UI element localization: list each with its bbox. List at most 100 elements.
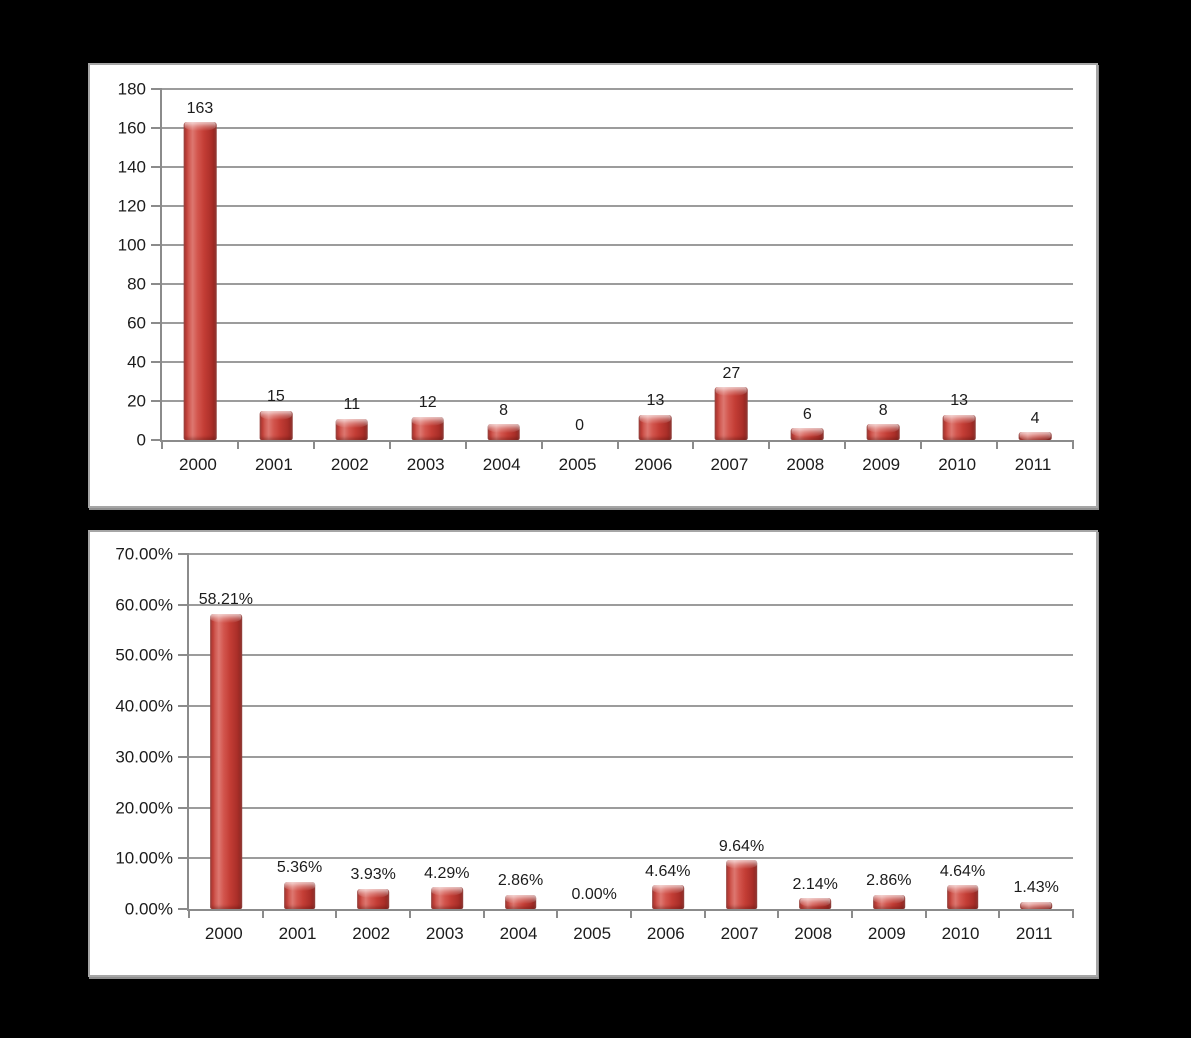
- x-axis-category-label: 2011: [1015, 924, 1053, 943]
- x-axis-tick: [556, 909, 559, 918]
- bar-2004: [487, 424, 520, 440]
- x-axis-tick: [335, 909, 338, 918]
- gridline: [189, 654, 1073, 657]
- x-axis-tick: [616, 440, 619, 449]
- x-axis-category-label: 2001: [278, 924, 317, 943]
- x-axis-category-label: 2008: [794, 924, 833, 943]
- data-label-2008: 2.14%: [792, 875, 838, 893]
- x-axis-tick: [1072, 440, 1074, 449]
- plot-area: 58.21% 5.36% 3.93% 4.29% 2.86% 0.00% 4.64% 9.64…: [178, 553, 1074, 918]
- x-axis-tick: [777, 909, 780, 918]
- data-label-2005: 0.00%: [571, 886, 617, 904]
- y-axis-tick: [178, 857, 189, 860]
- bar-2007: [715, 387, 748, 440]
- x-axis-category-label: 2006: [646, 924, 685, 943]
- bar-2002: [335, 418, 369, 440]
- gridline: [162, 244, 1073, 246]
- x-axis-tick: [312, 440, 315, 449]
- data-label-2000: 163: [186, 99, 214, 117]
- x-axis-tick: [464, 440, 467, 449]
- bar-2006: [651, 885, 684, 909]
- y-axis-tick-label: 60: [127, 313, 146, 333]
- x-axis-tick: [482, 909, 485, 918]
- x-axis-category-label: 2011: [1014, 455, 1052, 474]
- gridline: [189, 857, 1073, 860]
- x-axis-tick: [261, 909, 264, 918]
- y-axis-tick: [178, 603, 189, 606]
- x-axis-tick: [924, 909, 927, 918]
- y-axis-tick-label: 40: [127, 352, 146, 372]
- gridline: [162, 88, 1073, 90]
- x-axis-tick-labels: 2000 2001 2002 2003 2004 2005 2006 2007 2008 2009…: [160, 455, 1071, 477]
- x-axis-tick: [920, 440, 923, 449]
- y-axis-tick-label: 10.00%: [115, 848, 173, 868]
- x-axis-tick: [851, 909, 853, 918]
- data-label-2011: 1.43%: [1013, 879, 1059, 897]
- x-axis-category-label: 2005: [573, 924, 612, 943]
- y-axis-tick-label: 60.00%: [115, 595, 173, 615]
- plot-area: 163 15 11 12 8 0 13 27 6 8 13 4: [151, 88, 1074, 449]
- x-axis-category-label: 2004: [499, 924, 538, 943]
- x-axis-category-label: 2009: [867, 924, 906, 943]
- x-axis-tick: [236, 440, 239, 449]
- x-axis-category-label: 2006: [634, 455, 673, 474]
- data-label-2006: 4.64%: [645, 862, 691, 880]
- gridline: [162, 322, 1073, 325]
- x-axis-category-label: 2002: [352, 924, 391, 943]
- bar-2011: [1018, 432, 1052, 440]
- bar-2001: [259, 410, 293, 440]
- x-axis-tick: [998, 909, 1001, 918]
- y-axis-tick-label: 180: [117, 79, 146, 99]
- x-axis-category-label: 2002: [330, 455, 369, 474]
- data-label-2001: 5.36%: [276, 859, 323, 877]
- bar-2009: [866, 424, 900, 440]
- y-axis-tick: [151, 361, 162, 364]
- x-axis-category-label: 2010: [941, 924, 980, 943]
- data-label-2011: 4: [1030, 409, 1040, 427]
- y-axis-tick: [151, 439, 162, 441]
- data-label-2007: 27: [722, 364, 741, 382]
- x-axis-tick: [768, 440, 771, 449]
- y-axis-tick-label: 20: [127, 391, 146, 411]
- bar-2008: [790, 428, 824, 440]
- data-label-2000: 58.21%: [198, 591, 253, 609]
- data-label-2002: 3.93%: [350, 866, 396, 884]
- data-label-2005: 0: [575, 417, 584, 435]
- data-label-2003: 4.29%: [424, 864, 470, 882]
- x-axis-category-label: 2010: [938, 455, 977, 474]
- gridline: [189, 755, 1073, 758]
- data-label-2010: 13: [950, 392, 969, 410]
- bar-2007: [725, 860, 758, 909]
- y-axis-tick-label: 50.00%: [115, 645, 173, 665]
- y-axis-tick: [178, 553, 189, 555]
- y-axis-tick: [178, 908, 189, 910]
- gridline: [189, 705, 1073, 708]
- y-axis-tick: [151, 283, 162, 286]
- bar-2006: [639, 414, 672, 440]
- bar-2000: [209, 613, 242, 909]
- x-axis-tick: [1072, 909, 1074, 918]
- bar-2004: [504, 894, 537, 909]
- bar-2000: [183, 122, 217, 440]
- bar-2009: [872, 894, 905, 909]
- y-axis-tick-label: 20.00%: [115, 798, 173, 818]
- y-axis-tick: [178, 654, 189, 657]
- y-axis-tick-labels: 0 20 40 60 80 100 120 140 160 180: [90, 81, 146, 449]
- y-axis-tick: [178, 806, 189, 809]
- gridline: [189, 806, 1073, 809]
- x-axis-tick: [996, 440, 999, 449]
- y-axis-tick: [151, 400, 162, 403]
- gridline: [162, 166, 1073, 168]
- gridline: [162, 283, 1073, 286]
- x-axis-tick: [692, 440, 695, 449]
- gridline: [189, 603, 1073, 606]
- x-axis-category-label: 2004: [482, 455, 521, 474]
- x-axis-tick: [844, 440, 847, 449]
- y-axis-tick-label: 100: [117, 235, 146, 255]
- y-axis-tick-label: 120: [117, 196, 146, 216]
- y-axis-tick: [178, 755, 189, 758]
- gridline: [162, 127, 1073, 130]
- x-axis-category-label: 2007: [710, 455, 749, 474]
- bar-chart-counts-panel: 0 20 40 60 80 100 120 140 160 180 163 15 11 12 8 0 13 27…: [88, 63, 1098, 508]
